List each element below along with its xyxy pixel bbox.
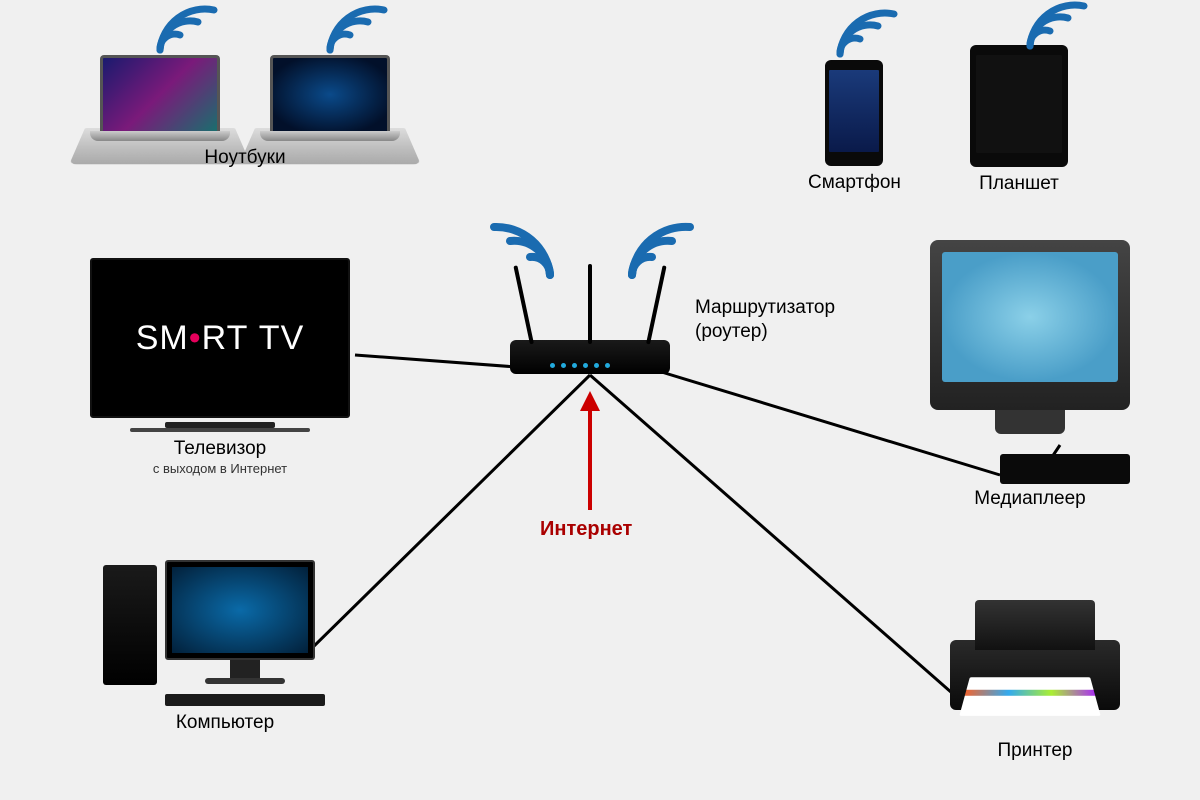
laptop-1-icon (90, 55, 230, 141)
laptops-group: Ноутбуки (90, 55, 400, 169)
tablet-group: Планшет (970, 45, 1068, 195)
wifi-icon (490, 215, 570, 285)
smarttv-icon: SM•RT TV (90, 258, 350, 418)
wifi-icon (620, 215, 700, 285)
computer-group: Компьютер (165, 560, 325, 734)
smartphone-label: Смартфон (808, 172, 901, 194)
pc-tower-icon (103, 565, 157, 685)
laptops-label: Ноутбуки (204, 147, 285, 169)
network-diagram: Ноутбуки Смартфон Планшет SM•RT TV (0, 0, 1200, 800)
smarttv-label: Телевизор (174, 438, 266, 460)
mediaplayer-group: Медиаплеер (930, 240, 1130, 510)
router-icon (510, 340, 670, 374)
wifi-icon (830, 4, 900, 64)
mediaplayer-icon (1000, 454, 1130, 484)
printer-label: Принтер (998, 740, 1073, 762)
computer-label: Компьютер (176, 712, 274, 734)
tablet-icon (970, 45, 1068, 167)
wifi-icon (150, 0, 220, 60)
mediaplayer-label: Медиаплеер (974, 488, 1086, 510)
router-group (510, 340, 670, 374)
pc-monitor-icon (165, 560, 315, 660)
laptop-2-icon (260, 55, 400, 141)
smarttv-group: SM•RT TV Телевизор с выходом в Интернет (90, 258, 350, 476)
printer-icon (950, 640, 1120, 710)
keyboard-icon (165, 694, 325, 706)
smartphone-icon (825, 60, 883, 166)
internet-label: Интернет (540, 518, 632, 541)
printer-group: Принтер (950, 640, 1120, 762)
crt-monitor-icon (930, 240, 1130, 410)
tablet-label: Планшет (979, 173, 1059, 195)
wifi-icon (1020, 0, 1090, 56)
router-label: Маршрутизатор (роутер) (695, 296, 835, 344)
wifi-icon (320, 0, 390, 60)
smarttv-sublabel: с выходом в Интернет (153, 461, 287, 476)
smartphone-group: Смартфон (808, 60, 901, 194)
